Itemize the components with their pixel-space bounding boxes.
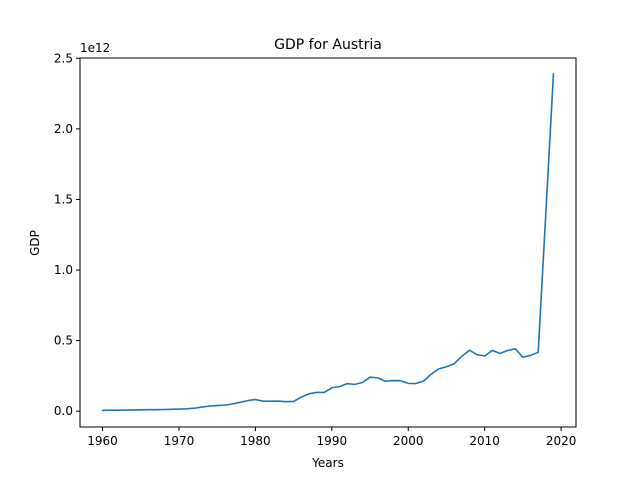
series-line-1 [101, 73, 555, 412]
y-tick-label: 2.0 [54, 122, 73, 136]
y-tick-label: 0.0 [54, 404, 73, 418]
x-tick-label: 1970 [164, 434, 195, 448]
x-tick-label: 1980 [240, 434, 271, 448]
x-tick-label: 2020 [546, 434, 577, 448]
x-axis: 1960 1970 1980 1990 2000 2010 2020 [87, 427, 576, 448]
plot-marks [101, 73, 555, 412]
y-axis-scale-note: 1e12 [80, 41, 110, 55]
chart-title: GDP for Austria [274, 37, 382, 53]
y-tick-label: 1.5 [54, 192, 73, 206]
y-axis-label: GDP [28, 230, 42, 256]
x-tick-label: 2000 [393, 434, 424, 448]
y-tick-label: 0.5 [54, 334, 73, 348]
x-tick-label: 1990 [317, 434, 348, 448]
x-tick-label: 1960 [87, 434, 118, 448]
x-tick-label: 2010 [469, 434, 500, 448]
y-tick-label: 2.5 [54, 51, 73, 65]
x-axis-label: Years [311, 456, 344, 470]
plot-frame [79, 57, 577, 428]
y-tick-label: 1.0 [54, 263, 73, 277]
y-axis: 0.0 0.5 1.0 1.5 2.0 2.5 [54, 51, 80, 418]
